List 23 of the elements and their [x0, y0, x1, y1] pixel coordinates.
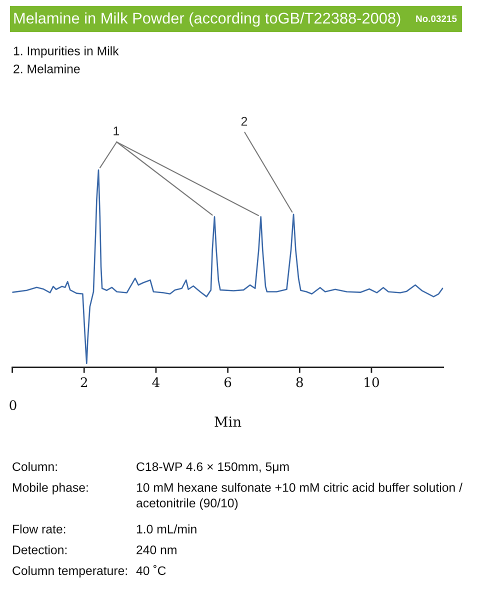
text: 40 ˚C	[136, 564, 166, 576]
annotation: 1	[114, 126, 120, 136]
text: Detection:	[13, 545, 67, 554]
text: 10 mM hexane sulfonate +10 mM citric acid buffer solution / acetonitrile (90/10)	[136, 482, 462, 510]
text: 240 nm	[136, 546, 176, 554]
x-tick-label: 10	[364, 377, 379, 388]
x-tick-label: 2	[80, 377, 88, 388]
text: Flow rate:	[13, 524, 66, 534]
text: Column:	[12, 462, 57, 472]
chart-subtitle: No.03215	[416, 15, 457, 22]
annotation: 2	[241, 116, 248, 126]
x-tick-label: 4	[152, 377, 160, 388]
text: 1.0 mL/min	[136, 524, 196, 534]
text: 2. Melamine	[14, 64, 80, 74]
text: 1. Impurities in Milk	[14, 46, 119, 58]
text: Column temperature:	[12, 566, 127, 578]
chart-title: Melamine in Milk Powder (according toGB/T22388-2008)	[14, 12, 400, 27]
x-axis-title: Min	[214, 416, 242, 427]
text: 0	[10, 400, 16, 410]
text: C18-WP 4.6 × 150mm, 5μm	[136, 462, 289, 474]
x-tick-label: 8	[296, 377, 303, 388]
text: Mobile phase:	[13, 482, 88, 494]
x-tick-label: 6	[224, 377, 232, 388]
